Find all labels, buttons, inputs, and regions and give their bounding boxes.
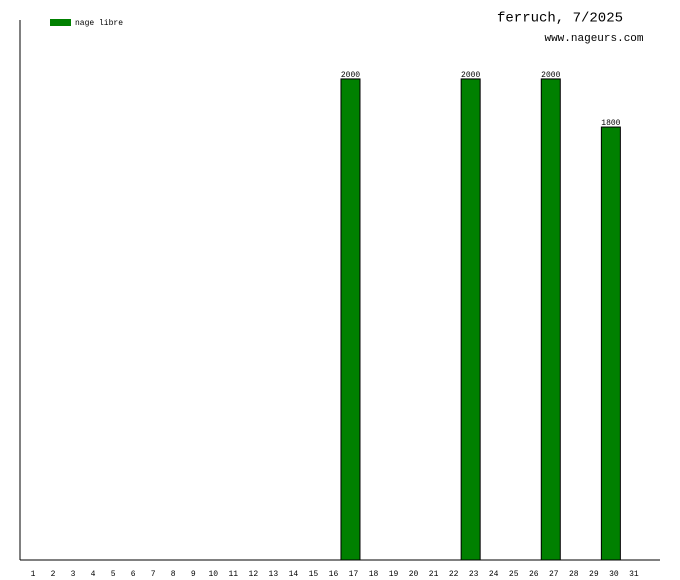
x-tick-label: 21	[429, 570, 439, 579]
chart-subtitle: www.nageurs.com	[544, 33, 643, 45]
x-tick-label: 22	[449, 570, 459, 579]
chart-title: ferruch, 7/2025	[497, 11, 623, 27]
x-tick-label: 25	[509, 570, 519, 579]
x-tick-label: 13	[269, 570, 279, 579]
x-tick-label: 5	[111, 570, 116, 579]
x-tick-label: 18	[369, 570, 379, 579]
x-tick-label: 19	[389, 570, 399, 579]
x-tick-label: 1	[31, 570, 36, 579]
bar	[540, 78, 561, 561]
x-tick-label: 26	[529, 570, 539, 579]
x-tick-label: 17	[349, 570, 359, 579]
x-tick-label: 28	[569, 570, 579, 579]
x-tick-label: 2	[51, 570, 56, 579]
x-tick-label: 15	[309, 570, 319, 579]
value-label: 2000	[461, 71, 480, 80]
x-tick-label: 30	[609, 570, 619, 579]
bar	[460, 78, 481, 561]
x-tick-label: 20	[409, 570, 419, 579]
x-tick-label: 29	[589, 570, 599, 579]
x-tick-label: 3	[71, 570, 76, 579]
x-tick-label: 12	[249, 570, 259, 579]
legend-label: nage libre	[75, 19, 123, 28]
x-tick-label: 4	[91, 570, 96, 579]
x-tick-label: 27	[549, 570, 559, 579]
x-tick-label: 8	[171, 570, 176, 579]
value-label: 1800	[601, 119, 620, 128]
legend-swatch	[50, 19, 71, 26]
bar	[340, 78, 361, 561]
value-label: 2000	[541, 71, 560, 80]
value-label: 2000	[341, 71, 360, 80]
x-tick-label: 23	[469, 570, 479, 579]
x-tick-label: 14	[289, 570, 299, 579]
x-tick-label: 10	[208, 570, 218, 579]
x-tick-label: 9	[191, 570, 196, 579]
bar	[600, 126, 621, 561]
x-tick-label: 11	[228, 570, 238, 579]
x-tick-label: 7	[151, 570, 156, 579]
x-tick-label: 24	[489, 570, 499, 579]
x-tick-label: 31	[629, 570, 639, 579]
x-tick-label: 16	[329, 570, 339, 579]
x-tick-label: 6	[131, 570, 136, 579]
